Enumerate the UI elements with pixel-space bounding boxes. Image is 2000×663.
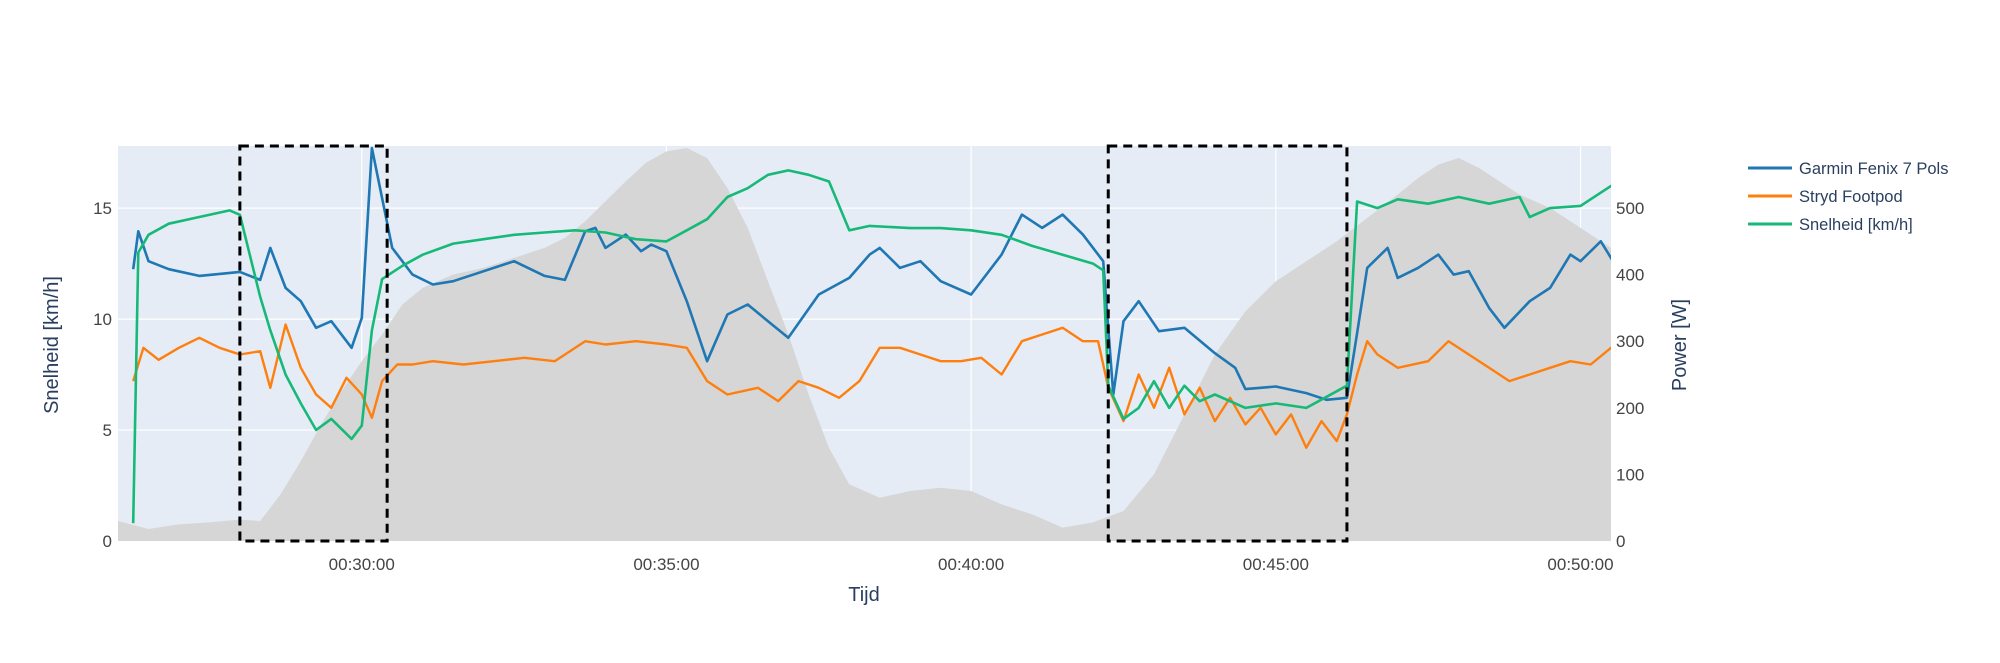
- legend-item[interactable]: Stryd Footpod: [1748, 188, 1903, 206]
- x-tick-label: 00:30:00: [329, 555, 395, 574]
- y-right-tick-label: 100: [1616, 465, 1644, 484]
- annotation-rects: [238, 144, 1349, 543]
- right-axis-ticks: 0 100 200 300 400 500: [1616, 199, 1644, 551]
- y-right-tick-label: 300: [1616, 332, 1644, 351]
- left-axis-ticks: 0 5 10 15: [93, 199, 112, 551]
- y-right-tick-label: 200: [1616, 399, 1644, 418]
- y-left-tick-label: 5: [103, 421, 112, 440]
- annotation-rect-1: [238, 144, 389, 543]
- y-left-tick-label: 0: [103, 532, 112, 551]
- legend-label: Garmin Fenix 7 Pols: [1799, 160, 1948, 178]
- y-right-tick-label: 0: [1616, 532, 1625, 551]
- x-tick-label: 00:45:00: [1243, 555, 1309, 574]
- annotation-rect-2: [1106, 144, 1349, 543]
- y-left-tick-label: 15: [93, 199, 112, 218]
- power-area: [118, 147, 1611, 541]
- y-right-tick-label: 500: [1616, 199, 1644, 218]
- series-line-snelheid: [131, 169, 1611, 524]
- legend-item[interactable]: Garmin Fenix 7 Pols: [1748, 160, 1948, 178]
- x-axis-ticks: 00:30:00 00:35:00 00:40:00 00:45:00 00:50:00: [329, 555, 1614, 574]
- y-left-tick-label: 10: [93, 310, 112, 329]
- legend-label: Stryd Footpod: [1799, 188, 1903, 206]
- left-axis-title: Snelheid [km/h]: [41, 276, 63, 414]
- right-axis-title: Power [W]: [1669, 299, 1691, 391]
- series-line-stryd-footpod: [132, 323, 1611, 449]
- x-tick-label: 00:50:00: [1547, 555, 1613, 574]
- series-line-garmin-fenix-7-pols: [131, 146, 1611, 402]
- x-tick-label: 00:40:00: [938, 555, 1004, 574]
- legend-label: Snelheid [km/h]: [1799, 216, 1913, 234]
- x-axis-title: Tijd: [848, 584, 879, 606]
- legend[interactable]: Garmin Fenix 7 Pols Stryd Footpod Snelheid…: [1748, 160, 1948, 234]
- legend-item[interactable]: Snelheid [km/h]: [1748, 216, 1913, 234]
- x-tick-label: 00:35:00: [633, 555, 699, 574]
- y-right-tick-label: 400: [1616, 266, 1644, 285]
